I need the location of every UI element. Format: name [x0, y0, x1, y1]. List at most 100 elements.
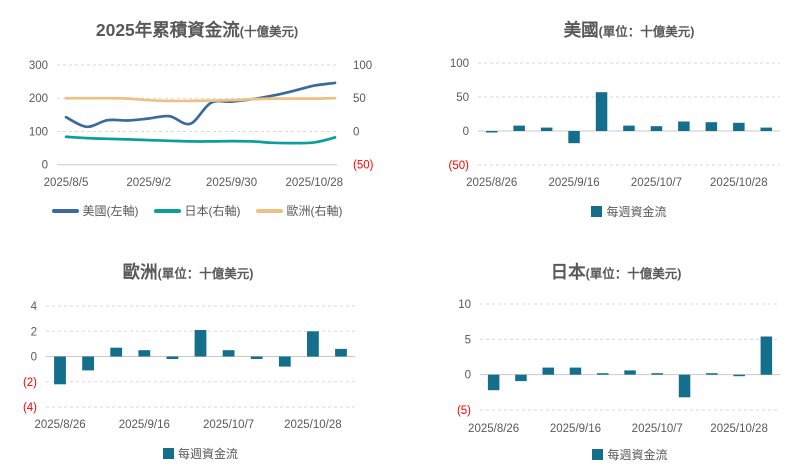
legend-square-swatch-icon	[162, 448, 174, 459]
bar	[597, 373, 609, 375]
gridlines	[480, 303, 780, 411]
bar	[650, 126, 663, 131]
chart-legend: 每週資金流	[460, 203, 798, 220]
legend-square-swatch-icon	[591, 206, 603, 217]
y-axis-tick: (50)	[449, 160, 470, 172]
chart-canvas: 4 2 0 (2) (4) 2025/8/26 2025/9/16 2025/10/7 2025…	[23, 301, 355, 431]
chart-legend: 每週資金流	[28, 445, 373, 462]
y-axis-tick: 0	[31, 352, 37, 364]
bar	[760, 336, 773, 375]
bar	[54, 356, 66, 385]
bar	[166, 356, 179, 359]
legend-square-swatch-icon	[592, 449, 604, 460]
bar	[307, 331, 319, 357]
plot-series	[487, 336, 773, 398]
axis-tick-labels: 100 50 0 (50) 2025/8/26 2025/9/16 2025/10/7 202…	[449, 58, 768, 189]
bar	[568, 131, 580, 144]
bar	[540, 127, 553, 131]
legend-item: 每週資金流	[591, 203, 667, 220]
cumulative-flow-chart: 2025年累積資金流(十億美元) 300 100 200 50 100 0 0 (50) 202…	[0, 0, 400, 240]
bar	[733, 374, 745, 377]
x-axis-tick: 2025/9/16	[550, 423, 601, 435]
legend-line-swatch-icon	[255, 208, 283, 213]
x-axis-tick: 2025/8/5	[44, 177, 89, 189]
gridlines	[478, 62, 780, 166]
bar	[513, 125, 525, 131]
legend-label: 日本(右軸)	[184, 204, 241, 218]
bar	[194, 330, 207, 357]
y-axis-tick: (2)	[23, 377, 37, 389]
bar	[222, 350, 235, 357]
bar	[486, 131, 498, 133]
chart-canvas: 100 50 0 (50) 2025/8/26 2025/9/16 2025/10/7 202…	[449, 58, 780, 189]
left-axis-tick: 0	[42, 160, 48, 172]
plot-series	[486, 92, 772, 144]
legend-item: 歐洲(右軸)	[255, 202, 343, 219]
bar	[515, 374, 527, 382]
bar	[138, 350, 151, 357]
bar	[678, 374, 691, 398]
legend-line-swatch-icon	[51, 208, 79, 213]
y-axis-tick: (5)	[457, 405, 471, 417]
y-axis-tick: 0	[463, 126, 469, 138]
x-axis-tick: 2025/9/16	[549, 177, 600, 189]
bar	[82, 356, 94, 371]
bar	[487, 374, 500, 391]
bar	[706, 373, 718, 375]
left-axis-tick: 100	[29, 126, 48, 138]
x-axis-tick: 2025/8/26	[34, 419, 85, 431]
legend-item: 每週資金流	[592, 446, 668, 463]
y-axis-tick: 4	[31, 301, 38, 313]
x-axis-tick: 2025/10/28	[710, 177, 768, 189]
bar	[335, 348, 347, 357]
chart-legend: 每週資金流	[462, 446, 798, 463]
legend-line-swatch-icon	[153, 208, 181, 213]
y-axis-tick: 5	[465, 334, 471, 346]
left-axis-tick: 300	[29, 60, 48, 72]
legend-label: 每週資金流	[606, 205, 667, 219]
chart-canvas: 300 100 200 50 100 0 0 (50) 2025/8/5 2025/9/2 2025…	[29, 60, 374, 189]
bar	[651, 373, 663, 375]
legend-item: 日本(右軸)	[153, 202, 241, 219]
bar	[569, 367, 582, 375]
y-axis-tick: 0	[465, 370, 471, 382]
y-axis-tick: 10	[458, 299, 471, 311]
legend-label: 每週資金流	[177, 447, 238, 461]
y-axis-tick: 2	[31, 326, 37, 338]
legend-item: 每週資金流	[162, 445, 238, 462]
us-weekly-flow-chart: 美國(單位：十億美元) 100 50 0 (50) 2025/8/26 2025/9/16…	[400, 0, 799, 240]
bar	[110, 347, 123, 357]
bar	[250, 356, 263, 359]
right-axis-tick: (50)	[353, 160, 374, 172]
legend-item: 美國(左軸)	[51, 202, 139, 219]
right-axis-tick: 100	[353, 60, 372, 72]
x-axis-tick: 2025/10/7	[631, 177, 682, 189]
legend-label: 歐洲(右軸)	[286, 204, 343, 218]
bar	[705, 122, 718, 131]
bar	[678, 121, 690, 131]
chart-legend: 美國(左軸) 日本(右軸) 歐洲(右軸)	[39, 202, 355, 219]
plot-series	[64, 81, 337, 145]
x-axis-tick: 2025/9/2	[126, 177, 171, 189]
x-axis-tick: 2025/10/7	[632, 423, 683, 435]
legend-label: 美國(左軸)	[82, 204, 139, 218]
bar	[733, 122, 745, 131]
series-line-1	[64, 135, 337, 145]
right-axis-tick: 0	[353, 126, 359, 138]
x-axis-tick: 2025/9/16	[119, 419, 170, 431]
bar	[542, 367, 554, 375]
x-axis-tick: 2025/10/28	[286, 177, 344, 189]
gridlines	[57, 64, 337, 166]
x-axis-tick: 2025/8/26	[466, 177, 517, 189]
bar	[760, 127, 772, 131]
europe-weekly-flow-chart: 歐洲(單位：十億美元) 4 2 0 (2) (4) 2025/8/26 2025/9/16 2…	[0, 240, 400, 473]
bar	[595, 92, 608, 131]
x-axis-tick: 2025/10/28	[710, 423, 768, 435]
bar	[278, 356, 291, 367]
axis-tick-labels: 4 2 0 (2) (4) 2025/8/26 2025/9/16 2025/10/7 2025…	[23, 301, 342, 431]
axis-tick-labels: 10 5 0 (5) 2025/8/26 2025/9/16 2025/10/7 2025/1…	[457, 299, 768, 435]
plot-series	[54, 330, 347, 385]
x-axis-tick: 2025/8/26	[468, 423, 519, 435]
x-axis-tick: 2025/10/7	[203, 419, 254, 431]
